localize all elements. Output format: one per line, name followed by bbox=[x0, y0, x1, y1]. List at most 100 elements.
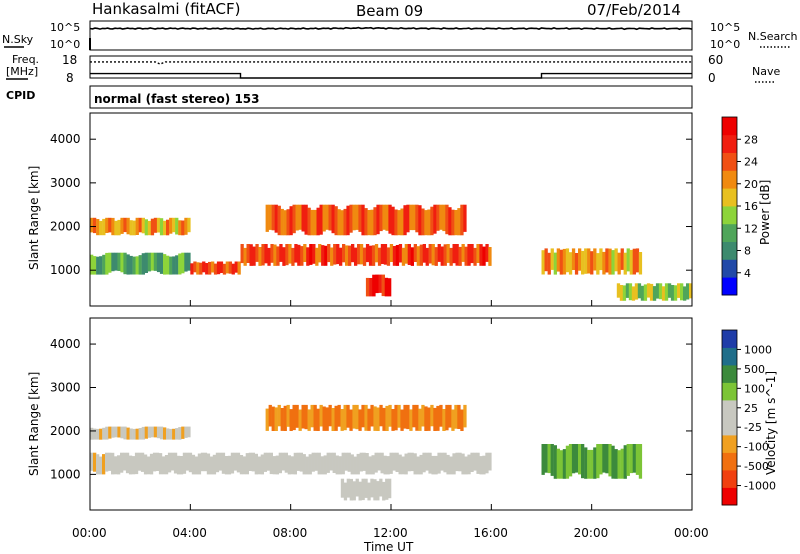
heatmap-cell bbox=[602, 251, 606, 275]
heatmap-cell bbox=[616, 283, 621, 298]
heatmap-cell bbox=[440, 452, 444, 471]
noise-right-label: N.Search bbox=[748, 30, 798, 43]
heatmap-cell bbox=[424, 406, 428, 431]
heatmap-cell bbox=[343, 482, 348, 501]
heatmap-cell bbox=[316, 207, 320, 236]
heatmap-cell bbox=[364, 404, 368, 431]
heatmap-cell bbox=[626, 248, 630, 272]
heatmap-cell bbox=[90, 452, 94, 471]
heatmap-cell bbox=[410, 452, 414, 472]
heatmap-cell bbox=[257, 456, 261, 475]
heatmap-cell bbox=[120, 217, 124, 234]
heatmap-cell bbox=[362, 247, 367, 266]
heatmap-cell bbox=[587, 449, 591, 479]
heatmap-cell bbox=[99, 428, 103, 440]
heatmap-cell bbox=[391, 409, 395, 431]
heatmap-cell bbox=[184, 426, 188, 438]
heatmap-cell bbox=[292, 404, 296, 431]
heatmap-cell bbox=[147, 426, 152, 438]
heatmap-cell bbox=[351, 244, 355, 263]
heatmap-cell bbox=[240, 244, 244, 264]
heatmap-cell bbox=[403, 205, 407, 236]
heatmap-cell bbox=[284, 452, 288, 473]
heatmap-cell bbox=[446, 244, 450, 263]
heatmap-cell bbox=[596, 444, 600, 479]
heatmap-cell bbox=[614, 449, 618, 479]
heatmap-cell bbox=[308, 454, 312, 475]
heatmap-cell bbox=[427, 407, 431, 431]
heatmap-cell bbox=[271, 204, 275, 231]
heatmap-cell bbox=[382, 481, 386, 501]
heatmap-cell bbox=[111, 252, 115, 272]
heatmap-cell bbox=[105, 217, 109, 233]
heatmap-cell bbox=[138, 255, 142, 275]
heatmap-cell bbox=[260, 454, 264, 475]
heatmap-cell bbox=[322, 406, 326, 431]
heatmap-cell bbox=[461, 453, 465, 475]
heatmap-cell bbox=[635, 248, 640, 273]
time-tick-label: 12:00 bbox=[373, 526, 408, 540]
heatmap-cell bbox=[394, 404, 398, 431]
heatmap-cell bbox=[196, 262, 200, 275]
heatmap-cell bbox=[463, 404, 467, 428]
heatmap-cell bbox=[397, 210, 401, 236]
heatmap-cell bbox=[155, 452, 160, 471]
time-tick-label: 16:00 bbox=[473, 526, 508, 540]
heatmap-cell bbox=[158, 453, 163, 475]
heatmap-cell bbox=[625, 283, 630, 298]
heatmap-cell bbox=[117, 455, 121, 475]
heatmap-cell bbox=[298, 409, 302, 431]
heatmap-cell bbox=[377, 247, 382, 266]
heatmap-cell bbox=[90, 217, 94, 233]
heatmap-cell bbox=[622, 285, 627, 301]
heatmap-cell bbox=[553, 252, 557, 275]
heatmap-cell bbox=[319, 404, 323, 427]
heatmap-cell bbox=[470, 452, 474, 472]
heatmap-cell bbox=[93, 256, 97, 275]
heatmap-cell bbox=[143, 454, 148, 475]
heatmap-cell bbox=[565, 445, 570, 479]
heatmap-cell bbox=[99, 456, 103, 475]
heatmap-cell bbox=[144, 219, 148, 236]
heatmap-cell bbox=[571, 444, 576, 474]
heatmap-cell bbox=[234, 261, 238, 273]
colorbar-swatch bbox=[722, 241, 737, 260]
heatmap-cell bbox=[446, 454, 450, 475]
heatmap-cell bbox=[274, 407, 278, 431]
heatmap-cell bbox=[228, 261, 232, 274]
heatmap-cell bbox=[135, 428, 139, 440]
heatmap-cell bbox=[144, 252, 148, 273]
heatmap-cell bbox=[398, 454, 402, 475]
heatmap-cell bbox=[400, 208, 404, 236]
colorbar-swatch bbox=[722, 330, 737, 348]
colorbar-swatch bbox=[722, 170, 737, 189]
heatmap-cell bbox=[454, 404, 458, 429]
power-colorbar: 28 24 20 16 12 8 4 bbox=[721, 116, 758, 296]
heatmap-cell bbox=[488, 452, 492, 471]
heatmap-cell bbox=[449, 247, 453, 266]
heatmap-cell bbox=[286, 209, 290, 236]
heatmap-cell bbox=[132, 256, 136, 275]
freq-tick-top: 18 bbox=[62, 53, 77, 67]
heatmap-cell bbox=[333, 244, 337, 265]
heatmap-cell bbox=[455, 244, 459, 266]
heatmap-cell bbox=[437, 452, 441, 474]
heatmap-cell bbox=[664, 283, 669, 301]
heatmap-cell bbox=[365, 453, 369, 475]
heatmap-cell bbox=[370, 478, 374, 498]
heatmap-cell bbox=[388, 404, 392, 427]
heatmap-cell bbox=[541, 444, 545, 475]
heatmap-cell bbox=[199, 262, 203, 275]
noise-left-tick-top: 10^5 bbox=[50, 21, 80, 34]
heatmap-cell bbox=[134, 452, 139, 475]
heatmap-cell bbox=[383, 455, 387, 475]
heatmap-cell bbox=[611, 445, 615, 479]
heatmap-cell bbox=[161, 456, 166, 475]
heatmap-cell bbox=[473, 452, 477, 471]
heatmap-cell bbox=[458, 452, 462, 472]
colorbar-swatch bbox=[722, 435, 737, 453]
heatmap-cell bbox=[628, 283, 633, 301]
heatmap-cell bbox=[448, 404, 452, 428]
heatmap-cell bbox=[378, 274, 382, 293]
heatmap-cell bbox=[216, 261, 221, 275]
